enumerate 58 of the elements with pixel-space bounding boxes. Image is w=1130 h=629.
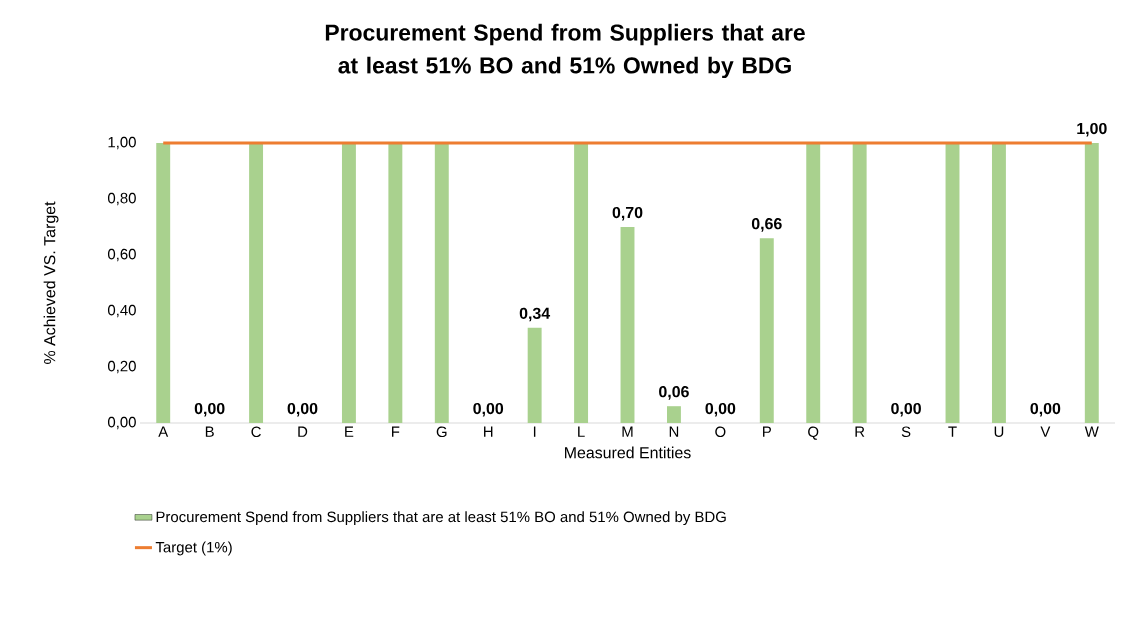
legend-label: Procurement Spend from Suppliers that are at least 51% BO and 51% Owned by BDG bbox=[156, 511, 726, 526]
bar bbox=[249, 143, 264, 423]
x-tick-label: W bbox=[1084, 426, 1099, 437]
x-tick-label: I bbox=[533, 426, 536, 437]
data-label: 0,00 bbox=[473, 402, 504, 417]
x-tick-label: R bbox=[855, 426, 865, 437]
bar bbox=[945, 143, 960, 423]
x-tick-label: O bbox=[715, 426, 726, 438]
x-tick-label: B bbox=[205, 426, 214, 437]
data-label: 0,00 bbox=[287, 402, 318, 417]
x-tick-label: V bbox=[1040, 426, 1051, 437]
data-label: 0,00 bbox=[1030, 402, 1061, 417]
data-label: 0,00 bbox=[194, 402, 225, 417]
bar bbox=[806, 143, 821, 423]
bar bbox=[759, 238, 774, 423]
legend-label: Target (1%) bbox=[155, 541, 232, 556]
x-tick-label: T bbox=[948, 426, 957, 437]
data-label: 0,06 bbox=[659, 386, 689, 400]
x-tick-label: G bbox=[436, 426, 447, 438]
x-tick-label: L bbox=[578, 426, 585, 437]
x-tick-label: Q bbox=[808, 426, 819, 440]
x-tick-label: C bbox=[251, 426, 261, 438]
data-label: 0,34 bbox=[519, 307, 551, 322]
x-tick-label: S bbox=[901, 426, 911, 438]
bar bbox=[341, 143, 356, 423]
bar bbox=[1084, 143, 1099, 423]
bar bbox=[620, 227, 635, 423]
y-tick-label: 0,20 bbox=[107, 360, 136, 374]
data-label: 0,66 bbox=[751, 218, 782, 232]
data-label: 0,00 bbox=[705, 402, 736, 417]
y-axis-title: % Achieved VS. Target bbox=[43, 201, 59, 364]
y-tick-label: 0,60 bbox=[107, 248, 136, 262]
x-tick-label: A bbox=[158, 426, 169, 437]
x-tick-label: F bbox=[392, 426, 400, 437]
x-tick-label: P bbox=[763, 426, 771, 437]
y-tick-label: 0,80 bbox=[107, 192, 136, 206]
bar bbox=[527, 327, 542, 423]
x-tick-label: E bbox=[345, 426, 354, 437]
x-tick-label: U bbox=[994, 426, 1004, 437]
x-tick-label: N bbox=[669, 426, 679, 437]
x-axis-title: Measured Entities bbox=[565, 446, 691, 459]
x-tick-label: D bbox=[298, 426, 308, 437]
x-tick-label: H bbox=[484, 426, 493, 437]
bar bbox=[574, 143, 589, 423]
bar bbox=[434, 143, 449, 423]
bar bbox=[852, 143, 867, 423]
data-label: 0,00 bbox=[891, 402, 921, 417]
data-label: 0,70 bbox=[612, 206, 643, 221]
y-tick-label: 0,00 bbox=[107, 416, 136, 430]
y-tick-label: 1,00 bbox=[108, 136, 136, 150]
bar bbox=[666, 406, 681, 423]
y-tick-label: 0,40 bbox=[107, 304, 136, 318]
chart-title: Procurement Spend from Suppliers that are at least 51% BO and 51% Owned by BDG bbox=[325, 23, 805, 79]
bar bbox=[388, 143, 403, 423]
bar bbox=[156, 143, 171, 423]
bar bbox=[991, 143, 1006, 423]
x-tick-label: M bbox=[622, 426, 633, 437]
data-label: 1,00 bbox=[1077, 122, 1107, 137]
